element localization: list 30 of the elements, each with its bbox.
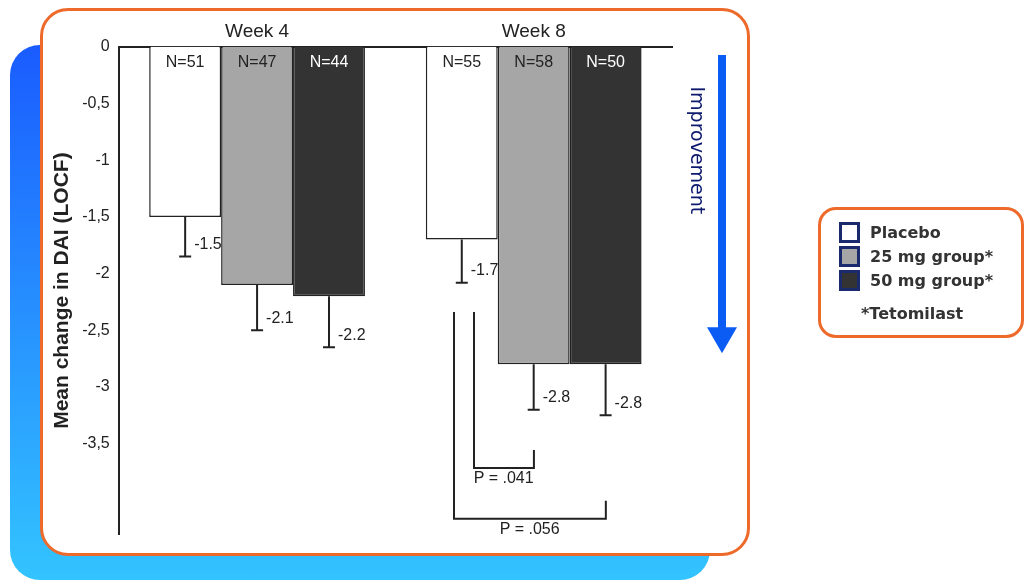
y-tick-label: -1	[95, 150, 110, 168]
data-label: -2.2	[338, 325, 366, 343]
annotation: N=50	[586, 53, 626, 71]
x-tick-label: Week 4	[225, 19, 290, 41]
data-label: -1.7	[470, 261, 499, 279]
x-tick-label: Week 8	[501, 19, 566, 41]
annotation: N=47	[237, 53, 277, 71]
data-label: -2.8	[542, 388, 571, 406]
y-tick-label: -2	[95, 264, 110, 281]
annotation: P = .056	[499, 519, 560, 537]
legend-label: 50 mg group*	[870, 270, 994, 290]
text: *Tetomilast	[861, 304, 965, 323]
data-label: -2.8	[614, 393, 643, 411]
y-tick-label: -1,5	[82, 207, 110, 225]
y-tick-label: -0,5	[82, 93, 110, 111]
y-tick-label: -3	[95, 377, 110, 395]
annotation: N=44	[309, 53, 349, 71]
annotation: N=58	[514, 53, 554, 71]
annotation: N=51	[165, 53, 205, 71]
text: Placebo	[870, 222, 941, 242]
y-tick-label: -3,5	[82, 434, 110, 452]
data-label: -2.1	[266, 308, 294, 326]
annotation: Improvement	[687, 86, 710, 215]
y-tick-label: 0	[100, 37, 110, 55]
legend-label: 25 mg group*	[870, 246, 994, 266]
annotation: P = .041	[473, 469, 534, 487]
y-tick-label: -2,5	[82, 320, 110, 338]
y-axis-title: Mean change in DAI (LOCF)	[49, 152, 73, 429]
annotation: N=55	[442, 53, 482, 71]
data-label: -1.5	[194, 234, 222, 252]
